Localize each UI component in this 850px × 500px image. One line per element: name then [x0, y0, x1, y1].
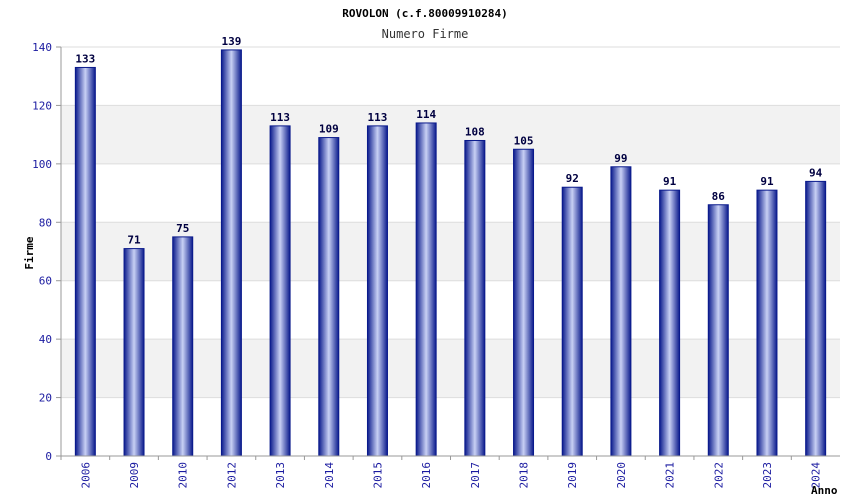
- x-tick-label: 2015: [371, 462, 384, 489]
- bar-value-label: 91: [760, 175, 774, 188]
- x-tick-label: 2012: [225, 462, 238, 489]
- x-tick-label: 2022: [712, 462, 725, 489]
- bar: [561, 186, 583, 457]
- y-tick-label: 0: [45, 450, 52, 463]
- bar-value-label: 99: [614, 152, 627, 165]
- bar: [172, 236, 194, 457]
- bar: [123, 248, 145, 457]
- y-tick-label: 20: [39, 392, 52, 405]
- bar: [318, 137, 340, 457]
- y-tick-label: 40: [39, 333, 52, 346]
- bar: [220, 49, 242, 457]
- bar-value-label: 114: [416, 108, 436, 121]
- bar: [366, 125, 388, 457]
- y-axis-label: Firme: [23, 236, 36, 269]
- chart-subtitle: Numero Firme: [382, 27, 469, 41]
- x-tick-label: 2024: [810, 462, 823, 489]
- bar: [464, 139, 486, 457]
- bar-value-label: 105: [514, 134, 534, 147]
- bar-value-label: 75: [176, 222, 189, 235]
- x-tick-label: 2014: [323, 462, 336, 489]
- bar: [513, 148, 535, 457]
- bar: [707, 204, 729, 457]
- x-tick-label: 2019: [566, 462, 579, 489]
- x-tick-label: 2021: [664, 462, 677, 489]
- x-tick-label: 2023: [761, 462, 774, 489]
- bar: [805, 180, 827, 457]
- x-tick-label: 2006: [79, 462, 92, 489]
- bar: [610, 166, 632, 457]
- y-tick-label: 80: [39, 216, 52, 229]
- y-axis-ticks: 0 20 40 60 80 100 120 140: [32, 41, 61, 463]
- bar-value-label: 94: [809, 166, 823, 179]
- y-tick-label: 140: [32, 41, 52, 54]
- y-tick-label: 60: [39, 275, 52, 288]
- bar-value-label: 139: [221, 35, 241, 48]
- bar: [659, 189, 681, 457]
- x-tick-label: 2017: [469, 462, 482, 489]
- x-axis-label: Anno: [811, 484, 838, 497]
- x-axis-ticks: 2006 2009 2010 2012 2013 2014 2015 2016 2017 2018…: [60, 456, 823, 489]
- bar-value-label: 113: [270, 111, 290, 124]
- grid-band: [61, 105, 840, 164]
- chart-title: ROVOLON (c.f.80009910284): [342, 7, 508, 20]
- bar-value-label: 91: [663, 175, 677, 188]
- x-tick-label: 2016: [420, 462, 433, 489]
- bar-value-label: 108: [465, 125, 485, 138]
- y-tick-label: 100: [32, 158, 52, 171]
- bar-value-label: 71: [127, 234, 141, 247]
- bar-value-label: 133: [75, 52, 95, 65]
- bar: [269, 125, 291, 457]
- x-tick-label: 2010: [177, 462, 190, 489]
- x-tick-label: 2018: [518, 462, 531, 489]
- bar-value-label: 92: [566, 172, 579, 185]
- bar: [415, 122, 437, 457]
- bar-value-label: 86: [712, 190, 726, 203]
- bars: 133 71 75 139 113 109 113 114 108 105 92 99 91 86 91 94: [74, 35, 827, 457]
- bar-value-label: 113: [368, 111, 388, 124]
- bar-value-label: 109: [319, 123, 339, 136]
- x-tick-label: 2013: [274, 462, 287, 489]
- bar: [756, 189, 778, 457]
- x-tick-label: 2009: [128, 462, 141, 489]
- x-tick-label: 2020: [615, 462, 628, 489]
- y-tick-label: 120: [32, 99, 52, 112]
- bar: [74, 66, 96, 457]
